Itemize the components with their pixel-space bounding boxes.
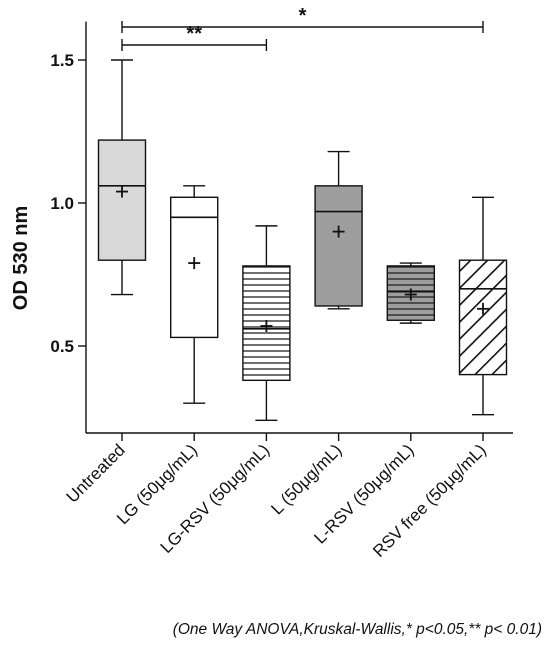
significance-label: * [299,5,307,27]
x-tick-label: Untreated [63,440,129,506]
x-tick-label: L (50μg/mL) [267,440,345,518]
y-tick-label: 1.5 [50,51,74,70]
y-axis-label: OD 530 nm [10,206,32,310]
box-3 [314,185,363,307]
box-0 [97,139,147,261]
statistics-footnote: (One Way ANOVA,Kruskal-Wallis,* p<0.05,*… [172,621,542,638]
y-tick-label: 1.0 [50,194,74,213]
box-5 [458,259,508,376]
y-tick-label: 0.5 [50,337,74,356]
significance-label: ** [186,23,202,45]
